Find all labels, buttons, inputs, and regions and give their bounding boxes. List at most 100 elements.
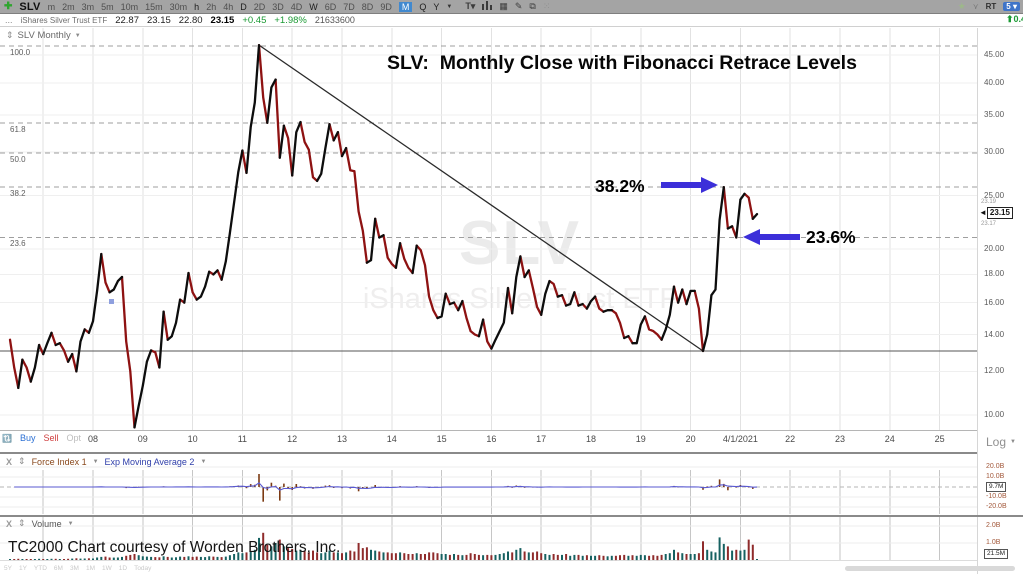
fib-label-61.8: 61.8 <box>10 125 26 135</box>
timeframe-4h[interactable]: 4h <box>223 1 234 12</box>
year-label-18: 18 <box>585 434 596 444</box>
range-5y[interactable]: 5Y <box>4 565 12 572</box>
close-pane-button[interactable]: X <box>6 456 13 467</box>
star-icon[interactable]: ★ <box>957 1 966 11</box>
pane-separator[interactable] <box>0 452 977 454</box>
fib-label-50.0: 50.0 <box>10 154 26 164</box>
range-today[interactable]: Today <box>134 565 152 572</box>
top-toolbar: ✚ SLV m 2m 3m 5m 10m 15m 30m h 2h 4h D 2D 3D 4D W 6D 7D 8… <box>0 0 1023 14</box>
horizontal-scrollbar[interactable] <box>845 566 1015 571</box>
timeframe-15m[interactable]: 15m <box>145 1 163 12</box>
volume-chart[interactable] <box>0 517 977 574</box>
year-label-22: 22 <box>785 434 796 444</box>
arrow-right-icon <box>661 177 718 193</box>
force-tick--200B: -20.0B <box>986 503 1007 510</box>
timeframe-5m[interactable]: 5m <box>101 1 114 12</box>
volume-pane-selector[interactable]: Volume <box>31 518 62 529</box>
timeframe-Q[interactable]: Q <box>419 1 427 12</box>
range-1y[interactable]: 1Y <box>18 565 27 572</box>
range-ytd[interactable]: YTD <box>33 565 47 572</box>
order-icon[interactable]: 🔃 <box>2 433 12 443</box>
timeframe-W[interactable]: W <box>309 1 318 12</box>
timeframe-10m[interactable]: 10m <box>120 1 139 12</box>
year-label-15: 15 <box>436 434 447 444</box>
force-tick-100B: 10.0B <box>986 473 1005 480</box>
quote-prefix: ... <box>5 15 13 25</box>
force-value-box: 9.7M <box>986 482 1007 492</box>
range-selector: 5Y 1Y YTD 6M 3M 1M 1W 1D Today <box>4 565 151 572</box>
timeframe-2m[interactable]: 2m <box>62 1 75 12</box>
symbol-label[interactable]: SLV <box>19 0 41 13</box>
force-index-selector[interactable]: Force Index 1 <box>31 456 87 467</box>
add-symbol-icon[interactable]: ✚ <box>4 0 13 12</box>
buy-button[interactable]: Buy <box>19 433 36 443</box>
timeframe-m[interactable]: m <box>47 1 56 12</box>
stream-button[interactable]: 5 ▾ <box>1003 2 1020 11</box>
price-tick-25: 25.00 <box>984 190 1005 200</box>
main-pane-selector[interactable]: ⇕ SLV Monthly ▼ <box>6 30 81 41</box>
timeframe-3D[interactable]: 3D <box>272 1 284 12</box>
price-tick-40: 40.00 <box>984 78 1005 88</box>
range-1m[interactable]: 1M <box>85 565 95 572</box>
volume-tick-10B: 1.0B <box>986 539 1001 546</box>
year-label-19: 19 <box>635 434 646 444</box>
timeframe-dropdown-icon[interactable]: ▼ <box>446 3 453 10</box>
drag-handle-icon[interactable]: ⇕ <box>6 30 14 40</box>
layers-icon[interactable]: ⧉ <box>529 1 536 11</box>
price-tick-10: 10.00 <box>984 410 1005 420</box>
pane-separator[interactable] <box>0 515 1023 517</box>
timeframe-Y[interactable]: Y <box>433 1 440 12</box>
volume-tick-20B: 2.0B <box>986 522 1001 529</box>
timeframe-3m[interactable]: 3m <box>81 1 95 12</box>
year-label-23: 23 <box>834 434 845 444</box>
timeframe-7D[interactable]: 7D <box>343 1 355 12</box>
fib-382-annotation: 38.2% <box>595 176 645 196</box>
year-label-11: 11 <box>237 434 248 444</box>
grid-add-icon[interactable]: ▦ <box>499 1 508 11</box>
timeframe-2D[interactable]: 2D <box>253 1 266 12</box>
timeframe-30m[interactable]: 30m <box>169 1 188 12</box>
more-icon[interactable]: ⁙ <box>542 1 551 11</box>
main-pane-label: SLV Monthly <box>17 30 71 41</box>
timeframe-4D[interactable]: 4D <box>290 1 303 12</box>
chart-title-annotation: SLV: Monthly Close with Fibonacci Retrac… <box>387 52 857 74</box>
drag-handle-icon[interactable]: ⇕ <box>18 518 26 528</box>
timeframe-h[interactable]: h <box>194 1 200 12</box>
range-3m[interactable]: 3M <box>69 565 79 572</box>
timeframe-2h[interactable]: 2h <box>206 1 217 12</box>
change-value: +0.45 <box>242 14 267 26</box>
scale-selector[interactable]: Log ▼ <box>986 435 1016 449</box>
year-label-25: 25 <box>934 434 945 444</box>
funnel-icon[interactable]: ⋎ <box>972 2 979 11</box>
force-tick--100B: -10.0B <box>986 493 1007 500</box>
main-price-chart[interactable] <box>0 28 977 431</box>
price-tick-12: 12.00 <box>984 366 1005 376</box>
timeframe-M[interactable]: M <box>398 1 413 12</box>
range-1d[interactable]: 1D <box>118 565 128 572</box>
open-value: 22.87 <box>115 14 139 26</box>
text-tool-icon[interactable]: T▾ <box>465 1 476 11</box>
timeframe-list: m 2m 3m 5m 10m 15m 30m h 2h 4h D 2D 3D 4D W 6D 7D 8D 9D M Q Y <box>47 1 440 12</box>
year-label-24: 24 <box>884 434 895 444</box>
range-1w[interactable]: 1W <box>102 565 112 572</box>
price-tick-16: 16.00 <box>984 297 1005 307</box>
chart-type-icon[interactable] <box>482 1 493 12</box>
chart-marker <box>109 299 114 304</box>
mini-change-indicator: ⬆0.4 <box>1005 14 1023 24</box>
timeframe-6D[interactable]: 6D <box>324 1 337 12</box>
ema-selector[interactable]: Exp Moving Average 2 <box>104 456 195 467</box>
chevron-down-icon: ▼ <box>1010 439 1016 445</box>
options-button[interactable]: Opt <box>66 433 82 443</box>
year-label-14: 14 <box>386 434 397 444</box>
timeframe-D[interactable]: D <box>240 1 247 12</box>
timeframe-9D[interactable]: 9D <box>380 1 392 12</box>
pencil-icon[interactable]: ✎ <box>514 1 523 11</box>
timeframe-8D[interactable]: 8D <box>361 1 374 12</box>
drag-handle-icon[interactable]: ⇕ <box>18 456 26 466</box>
volume-pane-header: X ⇕ Volume ▼ <box>6 518 74 529</box>
range-6m[interactable]: 6M <box>53 565 63 572</box>
close-pane-button[interactable]: X <box>6 518 13 529</box>
sell-button[interactable]: Sell <box>43 433 59 443</box>
force-index-chart[interactable] <box>0 453 977 515</box>
